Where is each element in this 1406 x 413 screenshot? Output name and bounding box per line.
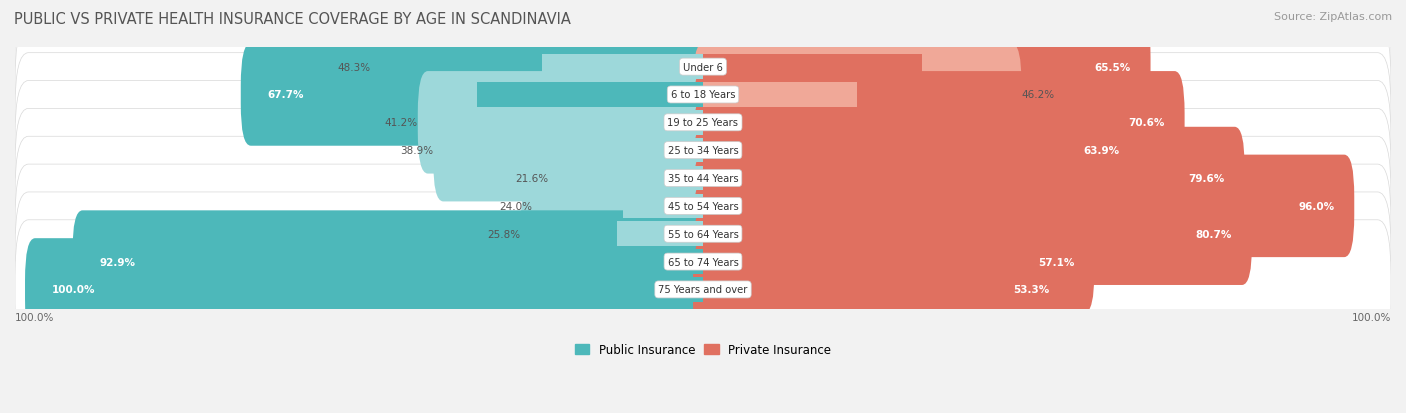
Text: 75 Years and over: 75 Years and over (658, 285, 748, 295)
Bar (617, 222, 706, 247)
FancyBboxPatch shape (693, 183, 1253, 285)
Text: 100.0%: 100.0% (52, 285, 96, 295)
Text: 57.1%: 57.1% (1038, 257, 1074, 267)
FancyBboxPatch shape (693, 72, 1185, 174)
FancyBboxPatch shape (433, 100, 713, 202)
Text: 48.3%: 48.3% (337, 62, 370, 72)
Bar (541, 55, 706, 80)
FancyBboxPatch shape (15, 109, 1391, 248)
Text: 19 to 25 Years: 19 to 25 Years (668, 118, 738, 128)
Bar (703, 222, 973, 247)
Bar (623, 194, 706, 218)
Text: 100.0%: 100.0% (15, 312, 55, 322)
Bar (703, 111, 939, 135)
FancyBboxPatch shape (25, 239, 713, 341)
Text: 63.9%: 63.9% (1084, 146, 1119, 156)
FancyBboxPatch shape (693, 239, 1069, 341)
FancyBboxPatch shape (693, 128, 1244, 230)
FancyBboxPatch shape (533, 155, 713, 257)
Text: 55 to 64 Years: 55 to 64 Years (668, 229, 738, 239)
FancyBboxPatch shape (15, 54, 1391, 192)
FancyBboxPatch shape (370, 17, 713, 119)
Bar (631, 166, 706, 191)
Text: 24.0%: 24.0% (499, 202, 533, 211)
Text: 21.6%: 21.6% (516, 173, 548, 184)
FancyBboxPatch shape (693, 100, 1140, 202)
FancyBboxPatch shape (548, 128, 713, 230)
FancyBboxPatch shape (520, 183, 713, 285)
Text: 38.9%: 38.9% (401, 146, 433, 156)
Bar (703, 278, 882, 302)
Text: 46.2%: 46.2% (1022, 90, 1054, 100)
Text: Source: ZipAtlas.com: Source: ZipAtlas.com (1274, 12, 1392, 22)
Text: 25.8%: 25.8% (488, 229, 520, 239)
Text: Under 6: Under 6 (683, 62, 723, 72)
Text: 79.6%: 79.6% (1188, 173, 1225, 184)
Text: 92.9%: 92.9% (100, 257, 135, 267)
FancyBboxPatch shape (15, 81, 1391, 220)
FancyBboxPatch shape (73, 211, 713, 313)
Text: 80.7%: 80.7% (1195, 229, 1232, 239)
Text: 6 to 18 Years: 6 to 18 Years (671, 90, 735, 100)
Text: PUBLIC VS PRIVATE HEALTH INSURANCE COVERAGE BY AGE IN SCANDINAVIA: PUBLIC VS PRIVATE HEALTH INSURANCE COVER… (14, 12, 571, 27)
Text: 70.6%: 70.6% (1128, 118, 1164, 128)
Text: 45 to 54 Years: 45 to 54 Years (668, 202, 738, 211)
Text: 100.0%: 100.0% (1351, 312, 1391, 322)
Bar (477, 83, 706, 107)
Bar (703, 55, 922, 80)
FancyBboxPatch shape (693, 155, 1354, 257)
FancyBboxPatch shape (15, 137, 1391, 276)
Bar (565, 111, 706, 135)
FancyBboxPatch shape (693, 17, 1150, 119)
Text: 67.7%: 67.7% (267, 90, 304, 100)
Legend: Public Insurance, Private Insurance: Public Insurance, Private Insurance (571, 338, 835, 361)
FancyBboxPatch shape (693, 211, 1094, 313)
Text: 96.0%: 96.0% (1298, 202, 1334, 211)
FancyBboxPatch shape (418, 72, 713, 174)
FancyBboxPatch shape (15, 0, 1391, 137)
FancyBboxPatch shape (15, 26, 1391, 165)
Bar (703, 166, 969, 191)
Bar (703, 250, 894, 274)
FancyBboxPatch shape (15, 165, 1391, 304)
Bar (392, 250, 706, 274)
Text: 41.2%: 41.2% (385, 118, 418, 128)
Text: 35 to 44 Years: 35 to 44 Years (668, 173, 738, 184)
Bar (703, 139, 917, 163)
FancyBboxPatch shape (15, 192, 1391, 331)
FancyBboxPatch shape (15, 220, 1391, 359)
FancyBboxPatch shape (240, 44, 713, 146)
Text: 65 to 74 Years: 65 to 74 Years (668, 257, 738, 267)
Bar (574, 139, 706, 163)
Text: 25 to 34 Years: 25 to 34 Years (668, 146, 738, 156)
Text: 65.5%: 65.5% (1094, 62, 1130, 72)
Bar (703, 194, 1024, 218)
Text: 53.3%: 53.3% (1012, 285, 1049, 295)
FancyBboxPatch shape (693, 44, 1022, 146)
Bar (368, 278, 706, 302)
Bar (703, 83, 858, 107)
